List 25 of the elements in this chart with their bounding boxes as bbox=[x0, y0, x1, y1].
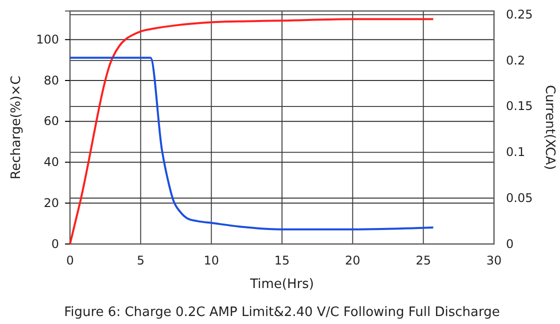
x-tick-label: 25 bbox=[416, 254, 431, 268]
y2-tick-label: 0.05 bbox=[506, 190, 533, 205]
y2-tick-label: 0.15 bbox=[506, 99, 533, 114]
y-axis-title: Recharge(%)×C bbox=[9, 76, 24, 180]
y2-tick-label: 0 bbox=[506, 236, 514, 251]
line-series bbox=[69, 18, 434, 245]
y-tick-label: 40 bbox=[44, 155, 59, 170]
line-series bbox=[69, 56, 434, 230]
x-tick-label: 30 bbox=[486, 254, 502, 268]
y-tick-label: 60 bbox=[44, 114, 59, 128]
y2-tick-label: 0.2 bbox=[506, 53, 526, 68]
y2-axis-title: Current(XCA) bbox=[542, 85, 557, 170]
x-tick-label: 5 bbox=[136, 254, 144, 268]
x-tick-label: 0 bbox=[66, 254, 74, 268]
y-tick-label: 0 bbox=[51, 236, 59, 251]
y-tick-label: 80 bbox=[44, 73, 59, 88]
text: Figure 6: Charge 0.2C AMP Limit&2.40 V/C Following Full Discharge bbox=[64, 305, 500, 320]
x-tick-label: 20 bbox=[345, 254, 360, 268]
y-tick-label: 20 bbox=[44, 196, 59, 210]
x-tick-label: 15 bbox=[274, 254, 290, 268]
x-axis-title: Time(Hrs) bbox=[249, 277, 314, 292]
x-tick-label: 10 bbox=[204, 254, 219, 268]
y-tick-label: 100 bbox=[36, 32, 59, 46]
y2-tick-label: 0.1 bbox=[506, 145, 526, 160]
y2-tick-label: 0.25 bbox=[506, 8, 533, 22]
